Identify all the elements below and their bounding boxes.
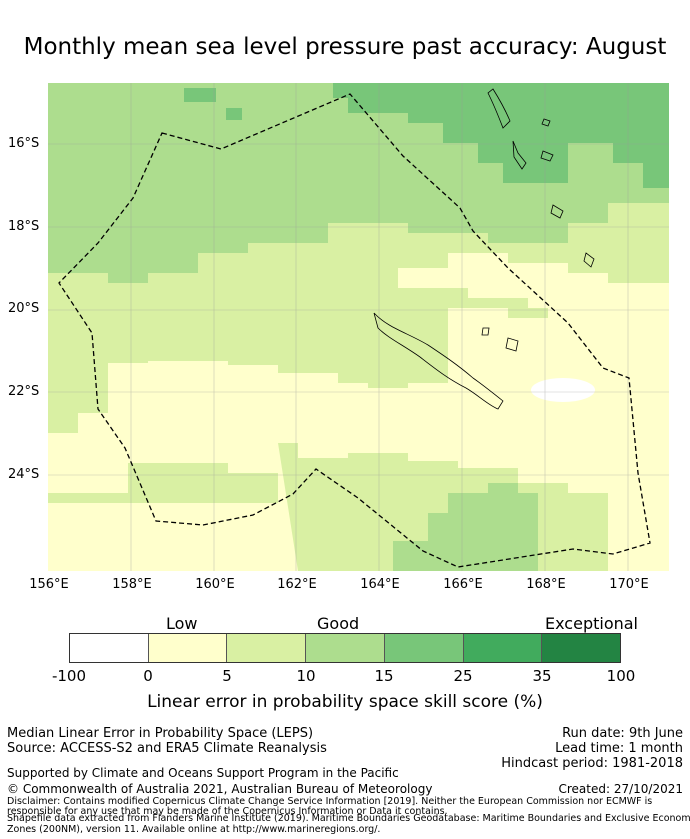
vanuatu-outline-1 <box>487 88 511 129</box>
island-outline-3 <box>541 118 551 127</box>
colorbar-tick-5: 5 <box>222 667 232 685</box>
map-region-low-north <box>398 253 669 313</box>
map-patch-very-good-2 <box>226 108 242 120</box>
skill-map <box>48 83 669 571</box>
colorbar-tick-0: 0 <box>143 667 153 685</box>
chart-title: Monthly mean sea level pressure past acc… <box>23 34 667 60</box>
colorbar-segment-5 <box>384 634 464 662</box>
colorbar-segment-3 <box>227 634 307 662</box>
method-text: Median Linear Error in Probability Space… <box>7 726 314 741</box>
eez-boundary <box>58 93 651 568</box>
disclaimer-line-4: Zones (200NM), version 11. Available onl… <box>7 824 381 835</box>
loyalty-outline-1 <box>505 337 519 352</box>
loyalty-outline-2 <box>481 327 490 336</box>
support-text: Supported by Climate and Oceans Support … <box>7 766 399 780</box>
lon-label-168e: 168°E <box>526 577 566 592</box>
disclaimer-line-1: Disclaimer: Contains modified Copernicus… <box>7 796 653 807</box>
colorbar <box>69 633 621 663</box>
copyright-text: © Commonwealth of Australia 2021, Austra… <box>7 782 433 796</box>
vanuatu-outline-2 <box>512 140 527 170</box>
lat-label-20s: 20°S <box>8 301 40 316</box>
map-patch-lowest <box>531 378 595 402</box>
colorbar-segment-1 <box>70 634 149 662</box>
lon-label-160e: 160°E <box>195 577 235 592</box>
map-region-low-east <box>448 293 669 571</box>
colorbar-tick-35: 35 <box>532 667 552 685</box>
legend-category-exceptional: Exceptional <box>545 614 638 633</box>
lat-label-18s: 18°S <box>8 219 40 234</box>
source-text: Source: ACCESS-S2 and ERA5 Climate Reana… <box>7 741 327 756</box>
vanuatu-outline-5 <box>583 252 595 268</box>
disclaimer-line-2: responsible for any use that may be made… <box>7 806 448 817</box>
lat-label-16s: 16°S <box>8 136 40 151</box>
map-region-good-high-south <box>393 483 538 571</box>
colorbar-tick-10: 10 <box>296 667 316 685</box>
lat-label-24s: 24°S <box>8 467 40 482</box>
created-date-text: Created: 27/10/2021 <box>558 782 683 796</box>
run-date-text: Run date: 9th June <box>562 726 683 741</box>
colorbar-tick-25: 25 <box>453 667 473 685</box>
colorbar-segment-4 <box>306 634 385 662</box>
lead-time-text: Lead time: 1 month <box>555 741 683 756</box>
map-region-very-good-top <box>333 83 669 188</box>
colorbar-segment-6 <box>463 634 543 662</box>
disclaimer-line-3: Shapefile data extracted from Flanders M… <box>7 813 690 824</box>
lon-label-166e: 166°E <box>443 577 483 592</box>
vanuatu-outline-3 <box>540 150 554 162</box>
map-region-top-left-good <box>48 83 328 233</box>
lon-label-162e: 162°E <box>277 577 317 592</box>
hindcast-period-text: Hindcast period: 1981-2018 <box>501 756 683 771</box>
island-outlines <box>373 88 595 410</box>
lon-label-170e: 170°E <box>609 577 649 592</box>
lon-label-158e: 158°E <box>112 577 152 592</box>
colorbar-tick-100: 100 <box>606 667 636 685</box>
lon-label-164e: 164°E <box>360 577 400 592</box>
map-region-good-west <box>48 363 108 433</box>
map-region-good-south-2 <box>48 463 278 503</box>
lat-label-22s: 22°S <box>8 384 40 399</box>
colorbar-segment-2 <box>148 634 228 662</box>
lon-label-156e: 156°E <box>29 577 69 592</box>
legend-category-low: Low <box>166 614 198 633</box>
colorbar-tick-minus100: -100 <box>51 667 87 685</box>
vanuatu-outline-4 <box>550 204 564 219</box>
map-patch-very-good-1 <box>184 88 216 102</box>
colorbar-tick-15: 15 <box>374 667 394 685</box>
colorbar-segment-7 <box>542 634 621 662</box>
legend-category-good: Good <box>317 614 360 633</box>
colorbar-caption: Linear error in probability space skill … <box>147 692 543 712</box>
map-gridlines <box>48 83 669 571</box>
new-caledonia-outline <box>373 312 504 410</box>
